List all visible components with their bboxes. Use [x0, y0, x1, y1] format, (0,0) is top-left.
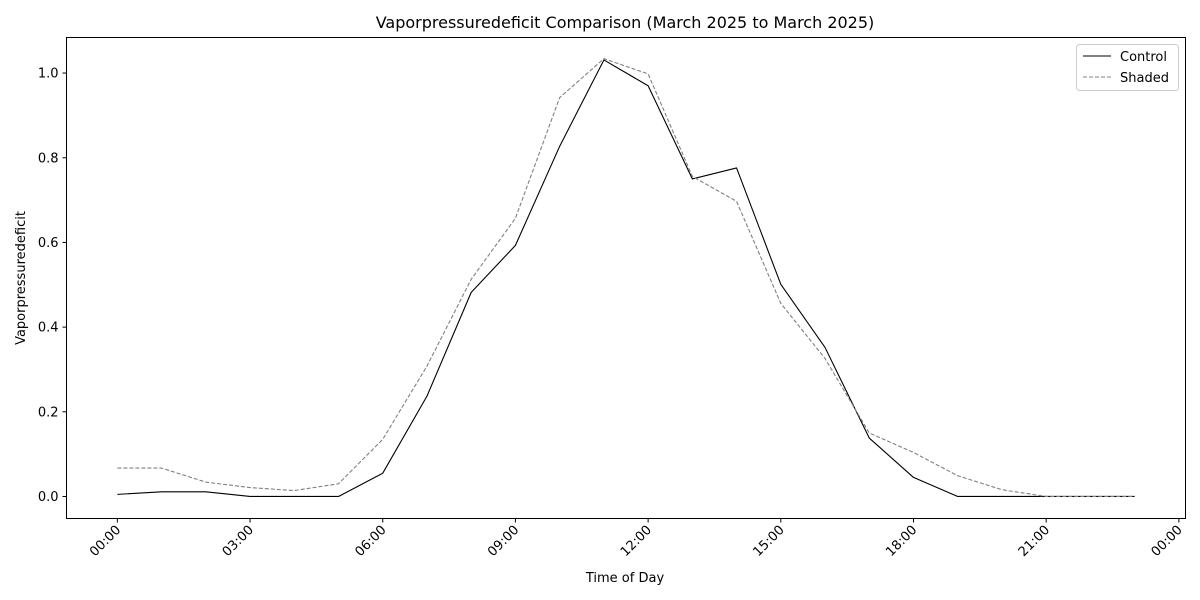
legend-label-control: Control — [1120, 50, 1167, 65]
y-tick-label: 0.8 — [38, 151, 59, 166]
legend-label-shaded: Shaded — [1120, 71, 1169, 86]
y-tick-label: 1.0 — [38, 67, 59, 82]
legend: Control Shaded — [1076, 44, 1179, 91]
x-tick-label: 00:00 — [87, 523, 124, 560]
x-tick-label: 21:00 — [1016, 523, 1053, 560]
y-tick-label: 0.0 — [38, 490, 59, 505]
y-tick-label: 0.4 — [38, 321, 59, 336]
x-tick-label: 15:00 — [751, 523, 788, 560]
x-axis: 00:00 03:00 06:00 09:00 12:00 15:00 18:00 21:00… — [87, 518, 1186, 560]
y-axis: 0.0 0.2 0.4 0.6 0.8 1.0 — [38, 67, 67, 505]
x-tick-label: 18:00 — [883, 523, 920, 560]
x-tick-label: 12:00 — [618, 523, 655, 560]
y-axis-label: Vaporpressuredeficit — [14, 211, 29, 345]
y-tick-label: 0.6 — [38, 236, 59, 251]
x-tick-label: 06:00 — [352, 523, 389, 560]
x-axis-label: Time of Day — [585, 571, 665, 586]
plot-frame — [66, 37, 1186, 519]
x-tick-label: 03:00 — [220, 523, 257, 560]
series-line-control — [117, 59, 1135, 498]
y-tick-label: 0.2 — [38, 405, 59, 420]
series-line-shaded — [117, 58, 1135, 498]
series-lines — [117, 58, 1135, 498]
x-tick-label: 00:00 — [1149, 523, 1186, 560]
chart-title: Vaporpressuredeficit Comparison (March 2… — [376, 13, 875, 32]
x-tick-label: 09:00 — [485, 523, 522, 560]
